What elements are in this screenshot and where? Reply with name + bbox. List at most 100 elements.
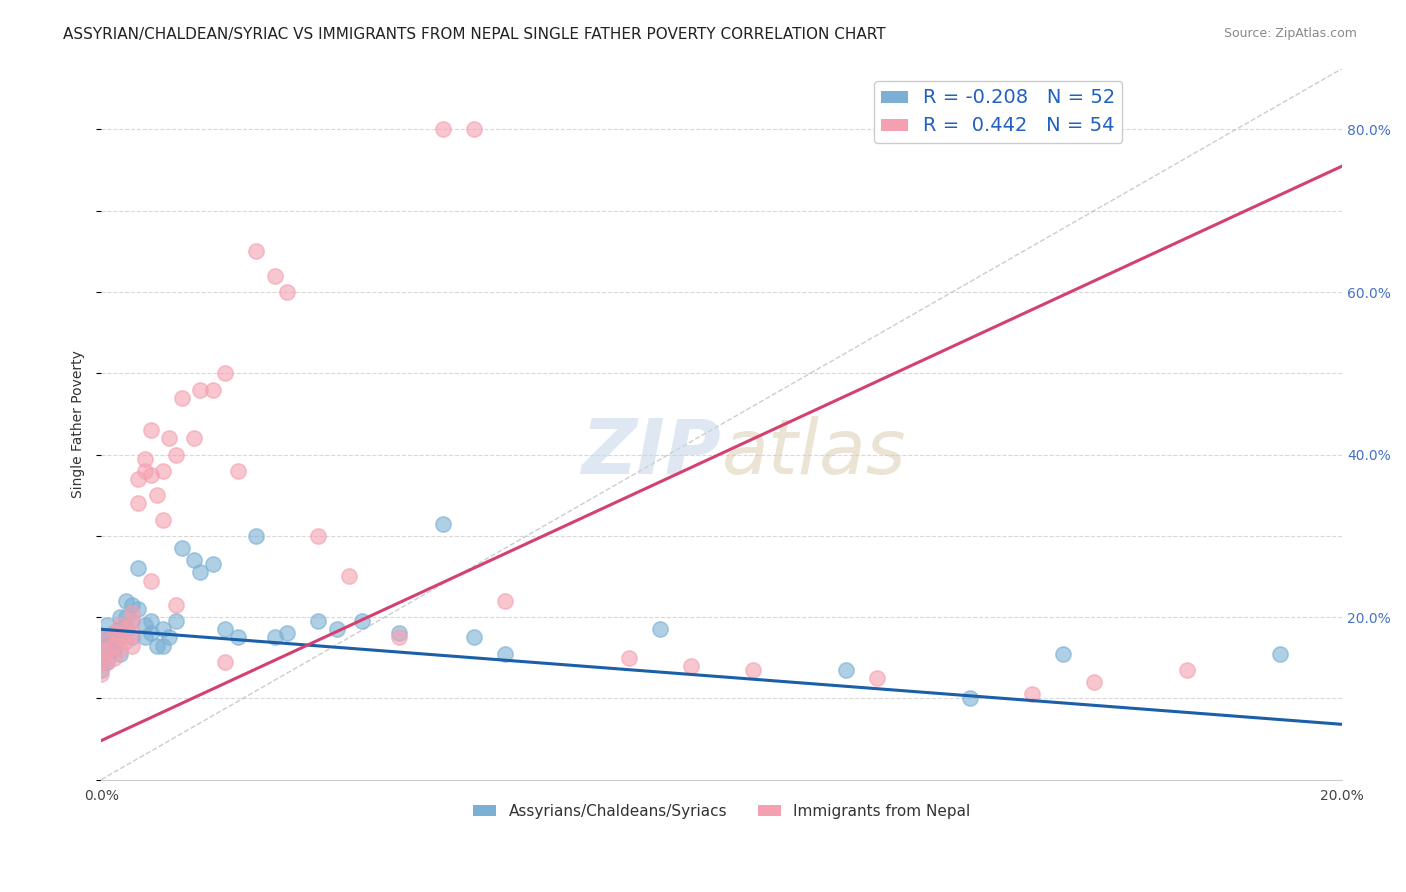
Point bbox=[276, 285, 298, 299]
Text: atlas: atlas bbox=[721, 416, 907, 490]
Point bbox=[108, 647, 131, 661]
Point bbox=[226, 631, 249, 645]
Point bbox=[108, 631, 131, 645]
Point bbox=[226, 464, 249, 478]
Point bbox=[648, 622, 671, 636]
Point bbox=[866, 671, 889, 685]
Point bbox=[96, 655, 118, 669]
Point bbox=[183, 553, 205, 567]
Point bbox=[127, 602, 149, 616]
Point bbox=[339, 569, 361, 583]
Point bbox=[1175, 663, 1198, 677]
Point bbox=[103, 650, 125, 665]
Point bbox=[90, 631, 112, 645]
Point bbox=[134, 631, 156, 645]
Point bbox=[245, 244, 267, 259]
Point bbox=[388, 631, 411, 645]
Point bbox=[115, 610, 138, 624]
Point bbox=[214, 622, 236, 636]
Point bbox=[103, 626, 125, 640]
Text: Source: ZipAtlas.com: Source: ZipAtlas.com bbox=[1223, 27, 1357, 40]
Point bbox=[494, 594, 516, 608]
Legend: Assyrians/Chaldeans/Syriacs, Immigrants from Nepal: Assyrians/Chaldeans/Syriacs, Immigrants … bbox=[467, 798, 976, 825]
Point bbox=[276, 626, 298, 640]
Point bbox=[103, 639, 125, 653]
Point bbox=[96, 642, 118, 657]
Point bbox=[190, 383, 212, 397]
Point bbox=[103, 634, 125, 648]
Point bbox=[127, 496, 149, 510]
Point bbox=[201, 383, 224, 397]
Point bbox=[165, 448, 187, 462]
Point bbox=[1270, 647, 1292, 661]
Point bbox=[121, 598, 143, 612]
Point bbox=[139, 467, 162, 482]
Point bbox=[170, 391, 193, 405]
Point bbox=[432, 516, 454, 531]
Point bbox=[146, 488, 169, 502]
Point bbox=[90, 667, 112, 681]
Point bbox=[152, 464, 174, 478]
Point bbox=[264, 268, 287, 283]
Text: ZIP: ZIP bbox=[582, 416, 721, 490]
Point bbox=[432, 122, 454, 136]
Y-axis label: Single Father Poverty: Single Father Poverty bbox=[72, 351, 86, 498]
Point bbox=[90, 663, 112, 677]
Point bbox=[152, 512, 174, 526]
Point bbox=[388, 626, 411, 640]
Point bbox=[1052, 647, 1074, 661]
Point bbox=[165, 614, 187, 628]
Point bbox=[835, 663, 858, 677]
Point bbox=[90, 655, 112, 669]
Point bbox=[183, 431, 205, 445]
Point bbox=[121, 626, 143, 640]
Point bbox=[121, 614, 143, 628]
Point bbox=[96, 631, 118, 645]
Point bbox=[214, 366, 236, 380]
Point bbox=[90, 642, 112, 657]
Point bbox=[1021, 687, 1043, 701]
Point bbox=[165, 598, 187, 612]
Point bbox=[159, 631, 181, 645]
Point bbox=[134, 618, 156, 632]
Point bbox=[115, 622, 138, 636]
Point bbox=[214, 655, 236, 669]
Point bbox=[96, 631, 118, 645]
Point bbox=[108, 618, 131, 632]
Point bbox=[152, 622, 174, 636]
Point bbox=[121, 639, 143, 653]
Point bbox=[741, 663, 763, 677]
Point bbox=[190, 566, 212, 580]
Point bbox=[264, 631, 287, 645]
Point bbox=[307, 614, 329, 628]
Point bbox=[108, 642, 131, 657]
Point bbox=[1083, 675, 1105, 690]
Point bbox=[463, 122, 485, 136]
Text: ASSYRIAN/CHALDEAN/SYRIAC VS IMMIGRANTS FROM NEPAL SINGLE FATHER POVERTY CORRELAT: ASSYRIAN/CHALDEAN/SYRIAC VS IMMIGRANTS F… bbox=[63, 27, 886, 42]
Point bbox=[134, 464, 156, 478]
Point bbox=[121, 606, 143, 620]
Point bbox=[108, 610, 131, 624]
Point bbox=[139, 626, 162, 640]
Point bbox=[350, 614, 373, 628]
Point bbox=[134, 451, 156, 466]
Point bbox=[245, 529, 267, 543]
Point bbox=[127, 561, 149, 575]
Point bbox=[121, 631, 143, 645]
Point bbox=[127, 472, 149, 486]
Point bbox=[115, 594, 138, 608]
Point bbox=[139, 423, 162, 437]
Point bbox=[108, 631, 131, 645]
Point bbox=[115, 622, 138, 636]
Point bbox=[121, 614, 143, 628]
Point bbox=[115, 634, 138, 648]
Point bbox=[326, 622, 349, 636]
Point bbox=[139, 614, 162, 628]
Point bbox=[152, 639, 174, 653]
Point bbox=[96, 639, 118, 653]
Point bbox=[617, 650, 640, 665]
Point bbox=[201, 558, 224, 572]
Point bbox=[679, 658, 702, 673]
Point bbox=[159, 431, 181, 445]
Point bbox=[463, 631, 485, 645]
